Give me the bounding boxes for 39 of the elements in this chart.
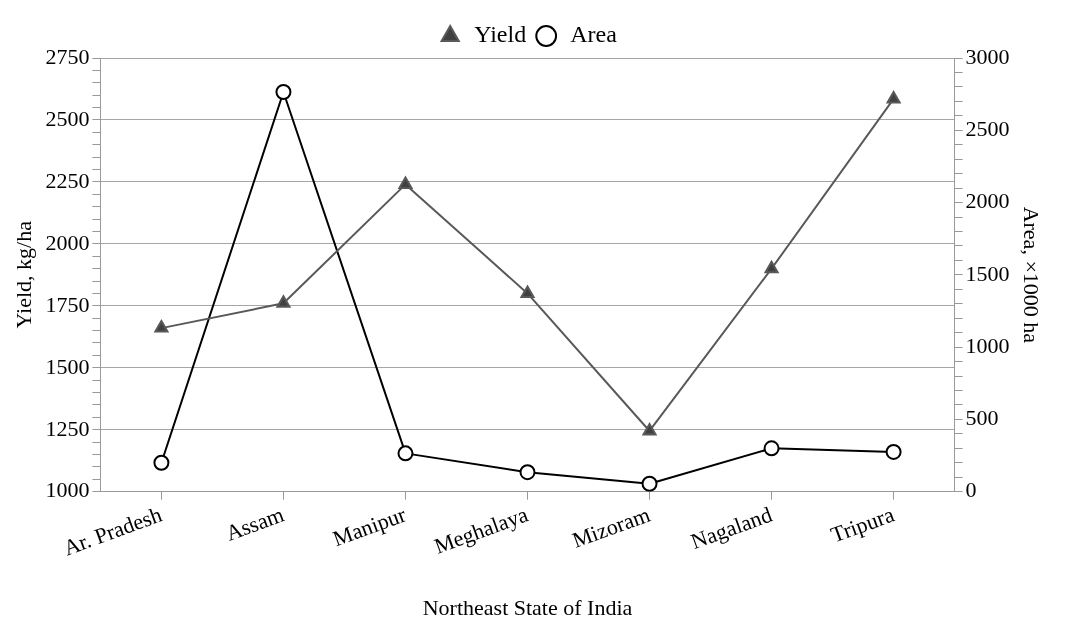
y2-axis-title: Area, ×1000 ha [1019, 206, 1045, 344]
x-tick-label: Tripura [827, 501, 898, 548]
y-tick-label: 2500 [45, 105, 90, 131]
y2-tick-label: 2000 [965, 188, 1010, 214]
point [275, 83, 292, 100]
x-axis-title: Northeast State of India [422, 594, 633, 620]
point [763, 440, 780, 457]
y-tick-label: 1000 [45, 477, 90, 503]
y-tick-label: 2250 [45, 167, 90, 193]
y2-tick-label: 3000 [965, 43, 1010, 69]
y-tick-label: 2750 [45, 43, 90, 69]
y2-tick-label: 1000 [965, 332, 1010, 358]
y-tick-label: 2000 [45, 229, 90, 255]
point [886, 90, 901, 104]
y2-tick-label: 500 [965, 405, 999, 431]
x-tick-label: Manipur [329, 501, 410, 552]
y-axis-title: Yield, kg/ha [10, 220, 36, 329]
x-tick-label: Ar. Pradesh [60, 501, 166, 561]
point [520, 285, 535, 298]
legend-label: Area [570, 21, 618, 48]
y2-tick-label: 0 [965, 477, 977, 503]
y2-tick-label: 1500 [965, 260, 1010, 286]
y-tick-label: 1750 [45, 291, 90, 317]
legend-label: Yield [474, 21, 527, 48]
point [641, 475, 658, 492]
point [885, 443, 902, 460]
point [642, 422, 657, 436]
y-tick-label: 1500 [45, 353, 90, 379]
point [276, 295, 291, 308]
point [153, 454, 170, 471]
point [397, 445, 414, 462]
y2-tick-label: 2500 [965, 116, 1010, 142]
x-tick-label: Mizoram [568, 501, 654, 553]
y-tick-label: 1250 [45, 415, 90, 441]
point [764, 260, 779, 274]
point [154, 320, 169, 333]
point [519, 464, 536, 481]
x-tick-label: Assam [222, 501, 288, 546]
point [398, 176, 413, 189]
